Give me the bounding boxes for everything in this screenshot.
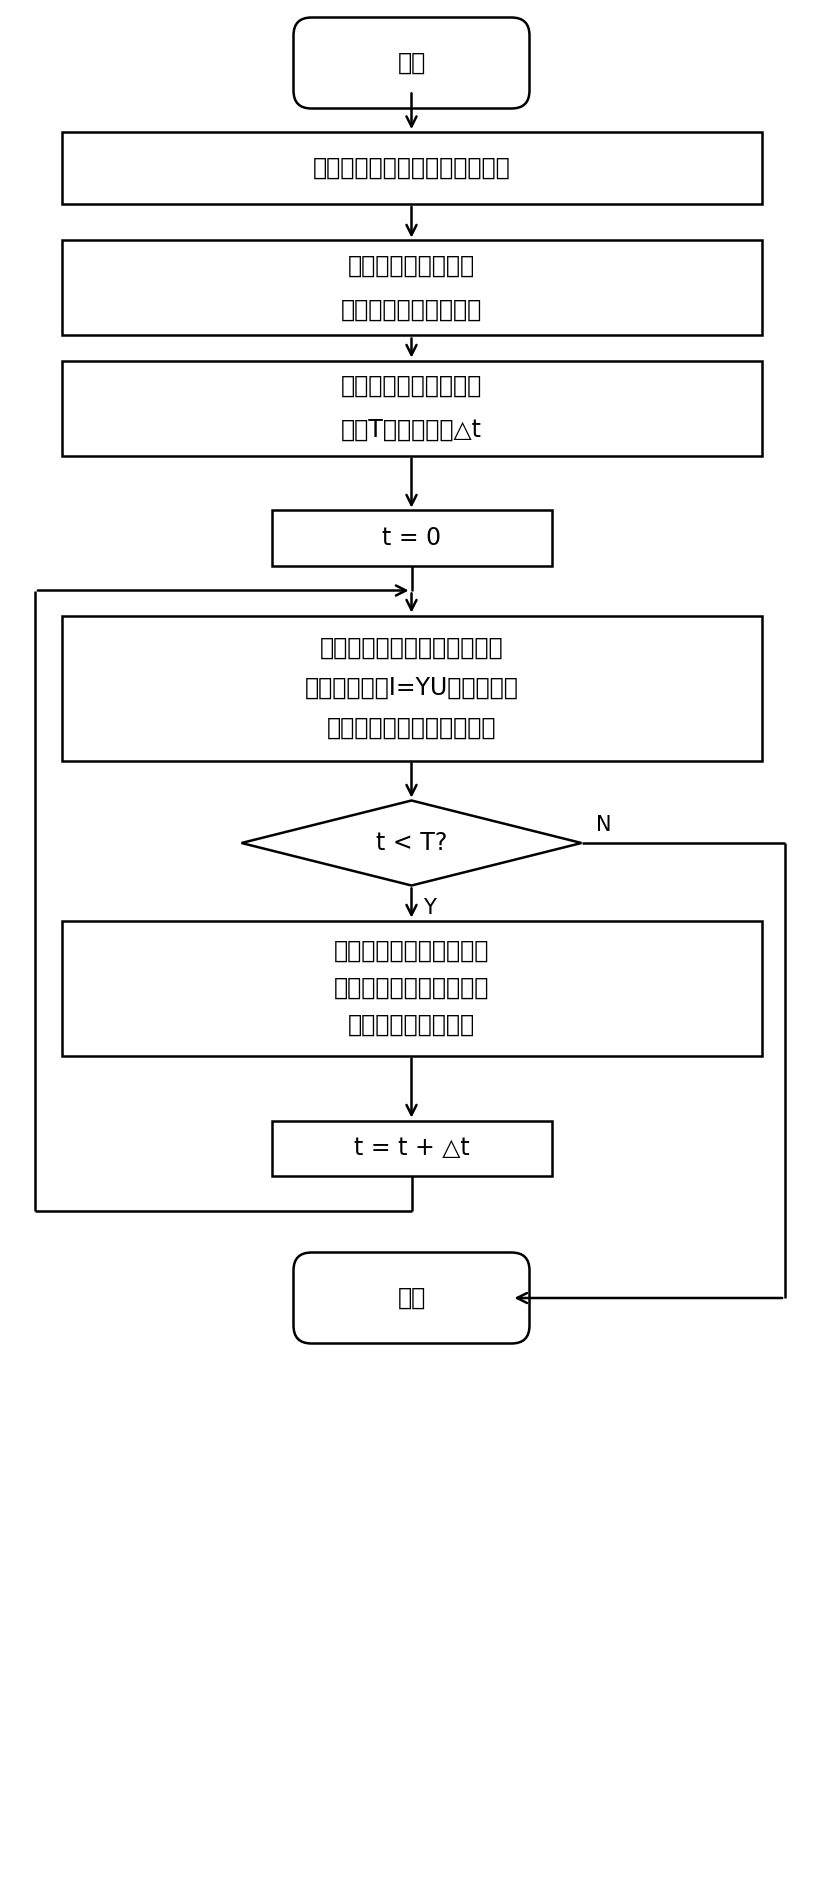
Text: 开始: 开始 <box>398 51 425 76</box>
Bar <box>62 241 761 336</box>
Text: t = 0: t = 0 <box>382 526 441 550</box>
Text: Y: Y <box>423 898 436 917</box>
Text: 用隐式梯形法建立电磁暂态等: 用隐式梯形法建立电磁暂态等 <box>319 636 504 661</box>
FancyBboxPatch shape <box>294 17 529 108</box>
Bar <box>62 615 761 761</box>
Bar <box>62 921 761 1055</box>
Bar <box>62 361 761 456</box>
Text: 建立光伏系统电磁暂态俷真模型: 建立光伏系统电磁暂态俷真模型 <box>313 156 510 180</box>
Bar <box>272 1120 551 1175</box>
Text: t = t + △t: t = t + △t <box>354 1137 469 1160</box>
Bar <box>62 133 761 203</box>
Bar <box>272 511 551 566</box>
Text: t < T?: t < T? <box>376 831 447 854</box>
Text: 考虑俷真迭代延时，: 考虑俷真迭代延时， <box>348 254 475 277</box>
Polygon shape <box>241 801 582 886</box>
Text: N: N <box>596 814 611 835</box>
Text: 效模型，根据I=YU求解全网方: 效模型，根据I=YU求解全网方 <box>305 676 518 700</box>
Text: 根据当前时刻状态量计算: 根据当前时刻状态量计算 <box>334 940 489 962</box>
Text: 结束: 结束 <box>398 1287 425 1310</box>
Text: 选择光伏阵列改进模型: 选择光伏阵列改进模型 <box>341 298 482 323</box>
Text: 阵和等效注入电流源: 阵和等效注入电流源 <box>348 1014 475 1036</box>
Text: 程获取当前俷真时刻状态量: 程获取当前俷真时刻状态量 <box>327 716 496 740</box>
Text: 初始化，给定俷真终止: 初始化，给定俷真终止 <box>341 374 482 399</box>
FancyBboxPatch shape <box>294 1253 529 1344</box>
Text: 下一俷真时刻的等效导纳: 下一俷真时刻的等效导纳 <box>334 976 489 1000</box>
Text: 时间T和时间间隔△t: 时间T和时间间隔△t <box>341 418 482 442</box>
